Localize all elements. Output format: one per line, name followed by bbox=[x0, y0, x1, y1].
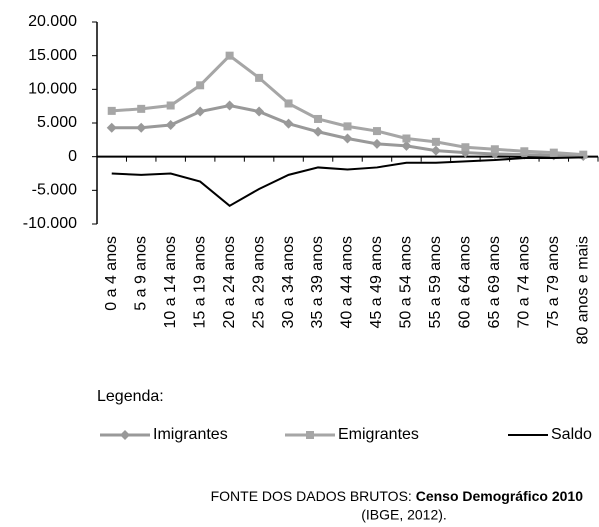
source-bold: Censo Demográfico 2010 bbox=[416, 488, 583, 504]
y-tick-label: -10.000 bbox=[23, 215, 77, 232]
x-tick-label: 20 a 24 anos bbox=[221, 236, 238, 329]
x-tick-label: 25 a 29 anos bbox=[250, 236, 267, 329]
point bbox=[283, 118, 294, 129]
legend-marker bbox=[306, 431, 314, 439]
point bbox=[313, 126, 324, 137]
legend-marker bbox=[120, 430, 130, 440]
point bbox=[314, 114, 323, 123]
series-line bbox=[111, 156, 584, 208]
point bbox=[165, 120, 176, 131]
y-tick-label: 15.000 bbox=[28, 47, 77, 64]
x-tick-label: 65 a 69 anos bbox=[486, 236, 503, 329]
x-tick-label: 15 a 19 anos bbox=[191, 236, 208, 329]
point bbox=[224, 100, 235, 111]
point bbox=[490, 145, 499, 154]
x-tick-label: 55 a 59 anos bbox=[427, 236, 444, 329]
point bbox=[166, 101, 175, 110]
x-tick-label: 40 a 44 anos bbox=[339, 236, 356, 329]
legend-title: Legenda: bbox=[97, 388, 164, 405]
source-prefix: FONTE DOS DADOS BRUTOS: bbox=[211, 488, 412, 504]
point bbox=[401, 140, 412, 151]
point bbox=[136, 122, 147, 133]
point bbox=[106, 122, 117, 133]
point bbox=[372, 127, 381, 136]
point bbox=[284, 99, 293, 108]
point bbox=[107, 106, 116, 115]
point bbox=[195, 106, 206, 117]
point bbox=[520, 147, 529, 156]
y-tick-label: 5.000 bbox=[37, 114, 77, 131]
x-tick-label: 60 a 64 anos bbox=[457, 236, 474, 329]
point bbox=[137, 104, 146, 113]
point bbox=[430, 145, 441, 156]
point bbox=[371, 138, 382, 149]
x-tick-label: 5 a 9 anos bbox=[132, 236, 149, 311]
x-tick-label: 80 anos e mais bbox=[574, 236, 591, 345]
point bbox=[431, 137, 440, 146]
point bbox=[255, 73, 264, 82]
y-tick-label: -5.000 bbox=[32, 182, 77, 199]
legend-label: Saldo bbox=[551, 426, 592, 443]
point bbox=[254, 106, 265, 117]
point bbox=[461, 143, 470, 152]
point bbox=[343, 122, 352, 131]
point bbox=[402, 134, 411, 143]
point bbox=[225, 51, 234, 60]
x-tick-label: 75 a 79 anos bbox=[545, 236, 562, 329]
x-tick-label: 10 a 14 anos bbox=[162, 236, 179, 329]
point bbox=[549, 148, 558, 157]
series-line bbox=[111, 103, 584, 158]
point bbox=[196, 81, 205, 90]
point bbox=[579, 150, 588, 159]
x-tick-label: 0 a 4 anos bbox=[103, 236, 120, 311]
legend-label: Emigrantes bbox=[338, 426, 419, 443]
y-tick-label: 20.000 bbox=[28, 13, 77, 30]
source: FONTE DOS DADOS BRUTOS: Censo Demográfic… bbox=[211, 488, 584, 504]
x-tick-label: 45 a 49 anos bbox=[368, 236, 385, 329]
y-tick-label: 10.000 bbox=[28, 81, 77, 98]
y-tick-label: 0 bbox=[68, 148, 77, 165]
x-tick-label: 70 a 74 anos bbox=[516, 236, 533, 329]
x-tick-label: 50 a 54 anos bbox=[398, 236, 415, 329]
point bbox=[342, 133, 353, 144]
legend-label: Imigrantes bbox=[153, 426, 228, 443]
source-note: (IBGE, 2012). bbox=[361, 507, 447, 523]
x-tick-label: 35 a 39 anos bbox=[309, 236, 326, 329]
x-tick-label: 30 a 34 anos bbox=[280, 236, 297, 329]
